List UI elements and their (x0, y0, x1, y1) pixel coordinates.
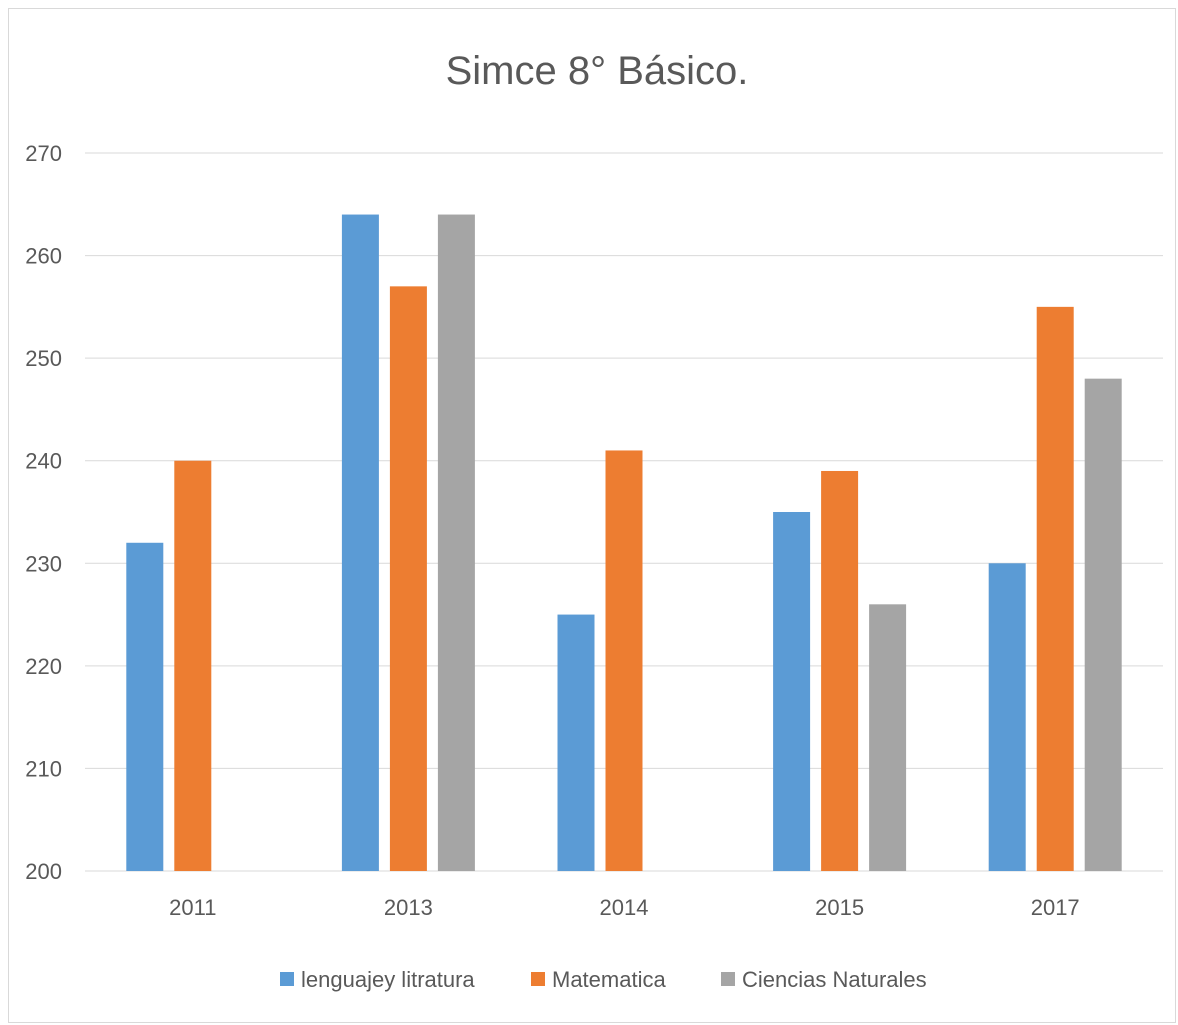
y-tick-label: 220 (25, 654, 62, 679)
legend-swatch (280, 972, 294, 986)
x-tick-label: 2015 (815, 895, 864, 920)
x-tick-label: 2017 (1031, 895, 1080, 920)
bar-lenguajey-litratura-2015 (773, 512, 811, 871)
bars (126, 214, 1122, 872)
y-axis-ticks: 200 210 220 230 240 250 260 270 (25, 141, 62, 884)
bar-matematica-2011 (174, 460, 212, 871)
bar-matematica-2013 (389, 286, 427, 871)
x-tick-label: 2011 (169, 895, 216, 920)
bar-ciencias-naturales-2013 (437, 214, 475, 872)
bar-matematica-2014 (605, 450, 643, 871)
x-tick-label: 2014 (600, 895, 649, 920)
bar-matematica-2017 (1036, 306, 1074, 871)
bar-lenguajey-litratura-2011 (126, 542, 164, 871)
x-tick-label: 2013 (384, 895, 433, 920)
bar-lenguajey-litratura-2017 (988, 563, 1026, 871)
bar-ciencias-naturales-2017 (1084, 378, 1122, 871)
bar-lenguajey-litratura-2013 (341, 214, 379, 872)
x-axis-ticks: 2011 2013 2014 2015 2017 (169, 895, 1080, 920)
legend-swatch (721, 972, 735, 986)
bar-lenguajey-litratura-2014 (557, 614, 595, 871)
bar-matematica-2015 (821, 470, 859, 871)
legend-label: Ciencias Naturales (742, 967, 927, 992)
y-tick-label: 250 (25, 346, 62, 371)
legend-label: lenguajey litratura (301, 967, 475, 992)
y-tick-label: 230 (25, 551, 62, 576)
y-tick-label: 200 (25, 859, 62, 884)
legend-label: Matematica (552, 967, 666, 992)
legend-swatch (531, 972, 545, 986)
chart-title: Simce 8° Básico. (446, 49, 749, 93)
y-tick-label: 210 (25, 756, 62, 781)
y-tick-label: 260 (25, 244, 62, 269)
y-tick-label: 270 (25, 141, 62, 166)
legend: lenguajey litratura Matematica Ciencias Na… (280, 967, 927, 992)
y-tick-label: 240 (25, 449, 62, 474)
bar-ciencias-naturales-2015 (869, 604, 907, 871)
